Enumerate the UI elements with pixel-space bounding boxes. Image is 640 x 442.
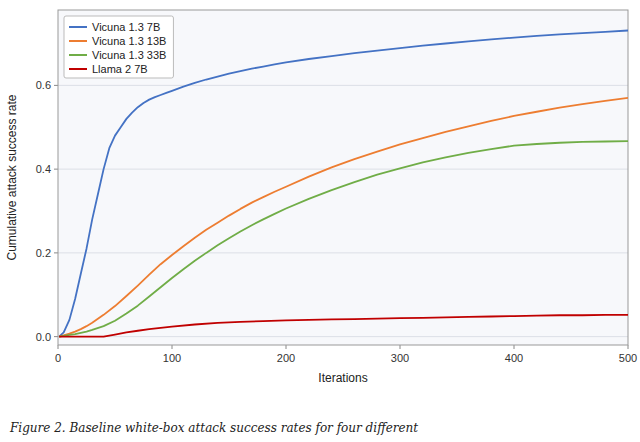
y-tick-label: 0.6 [36,79,51,91]
x-tick [628,345,629,349]
legend-swatch [69,54,87,56]
caption: Figure 2. Baseline white-box attack succ… [9,421,418,435]
grid [58,85,628,336]
grid-line [58,336,628,337]
x-axis-label: Iterations [318,371,367,385]
legend-swatch [69,26,87,28]
plot-frame [58,10,628,345]
legend-label: Vicuna 1.3 13B [92,35,166,47]
grid-line [58,252,628,253]
plot-area [58,10,628,345]
x-tick [514,345,515,349]
series-line [59,315,628,337]
legend: Vicuna 1.3 7B Vicuna 1.3 13B Vicuna 1.3 33… [64,16,173,78]
grid-line [58,169,628,170]
y-tick-label: 0.0 [36,331,51,343]
grid-line [58,85,628,86]
x-tick-label: 200 [277,352,295,364]
legend-label: Vicuna 1.3 7B [92,21,160,33]
axes: 0.0 0.2 0.4 0.6 0 100 200 300 400 500 [36,79,637,364]
series-line [59,141,628,337]
series-line [59,98,628,337]
y-tick [54,336,58,337]
x-tick [400,345,401,349]
legend-label: Llama 2 7B [92,63,148,75]
y-axis-label: Cumulative attack success rate [5,94,19,260]
x-tick-label: 500 [619,352,637,364]
legend-label: Vicuna 1.3 33B [92,49,166,61]
legend-box [64,16,173,78]
y-tick-label: 0.4 [36,163,51,175]
chart: 0.0 0.2 0.4 0.6 0 100 200 300 400 500 Iterations Cu… [0,0,640,442]
x-tick [286,345,287,349]
y-tick-label: 0.2 [36,247,51,259]
legend-swatch [69,68,87,70]
legend-swatch [69,40,87,42]
x-tick-label: 100 [163,352,181,364]
x-tick-label: 400 [505,352,523,364]
x-tick-label: 300 [391,352,409,364]
y-tick [54,169,58,170]
x-tick-label: 0 [55,352,61,364]
y-tick [54,252,58,253]
x-tick [58,345,59,349]
y-tick [54,85,58,86]
x-tick [172,345,173,349]
